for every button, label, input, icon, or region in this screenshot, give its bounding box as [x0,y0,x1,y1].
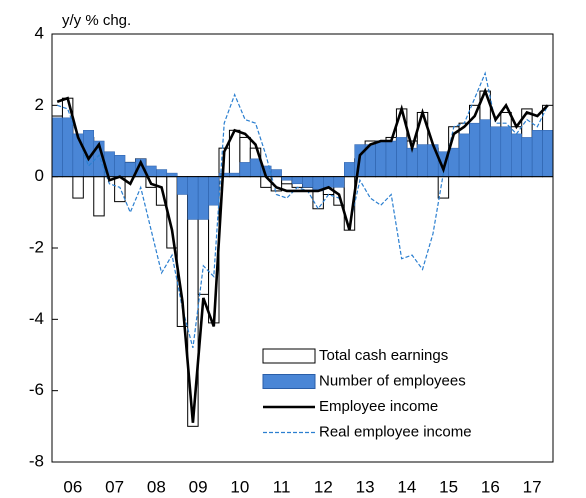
bar [333,176,345,188]
bar [177,176,188,195]
plot-border [51,33,554,463]
bar [375,140,387,177]
bar [500,126,512,177]
bar [72,176,84,199]
bar [469,122,481,177]
x-tick-label: 10 [230,477,249,496]
legend-label: Number of employees [319,372,466,389]
x-tick-label: 08 [147,477,166,496]
bar [156,169,168,177]
legend-label: Employee income [319,398,438,415]
bar [396,137,408,177]
bar [385,140,397,177]
bar [458,133,470,177]
y-tick-label: 2 [35,95,44,114]
bar [302,176,314,188]
x-tick-label: 09 [189,477,208,496]
bar [270,169,282,177]
y-tick-label: -6 [29,380,44,399]
bar [187,176,199,220]
bar [437,176,450,199]
bar [93,176,105,217]
x-tick-label: 07 [105,477,124,496]
bar [281,176,293,181]
bar [531,130,543,177]
bar [51,117,63,177]
x-tick-label: 12 [314,477,333,496]
line [56,87,549,423]
bar [114,155,126,177]
x-tick-label: 11 [273,477,291,496]
bar [344,162,355,177]
legend-label: Total cash earnings [319,347,448,364]
bar [323,176,335,188]
dashed-line [57,71,549,349]
bar [229,172,241,177]
x-tick-label: 16 [481,477,500,496]
bar [542,130,554,177]
bar [239,162,251,177]
bar [62,117,74,177]
bar [479,119,491,177]
x-tick-label: 06 [63,477,82,496]
bar [166,172,178,177]
bar [291,176,303,185]
x-tick-label: 15 [439,477,458,496]
y-tick-label: 0 [35,166,44,185]
legend-swatch [262,374,316,389]
y-tick-label: -2 [29,237,44,256]
x-tick-label: 17 [523,477,542,496]
y-axis-label: y/y % chg. [62,12,131,29]
bar [448,147,460,177]
bar [490,126,502,177]
bar [417,144,428,177]
bar [427,144,439,177]
bar [197,176,209,220]
legend-label: Real employee income [319,423,472,440]
x-tick-label: 14 [397,477,416,496]
x-tick-label: 13 [356,477,375,496]
bar [521,137,533,177]
bar [250,158,261,177]
bar [511,133,522,177]
bar [208,176,220,206]
y-tick-label: 4 [35,23,44,42]
y-tick-label: -8 [29,451,44,470]
legend-swatch [262,348,316,364]
y-tick-label: -4 [29,309,44,328]
